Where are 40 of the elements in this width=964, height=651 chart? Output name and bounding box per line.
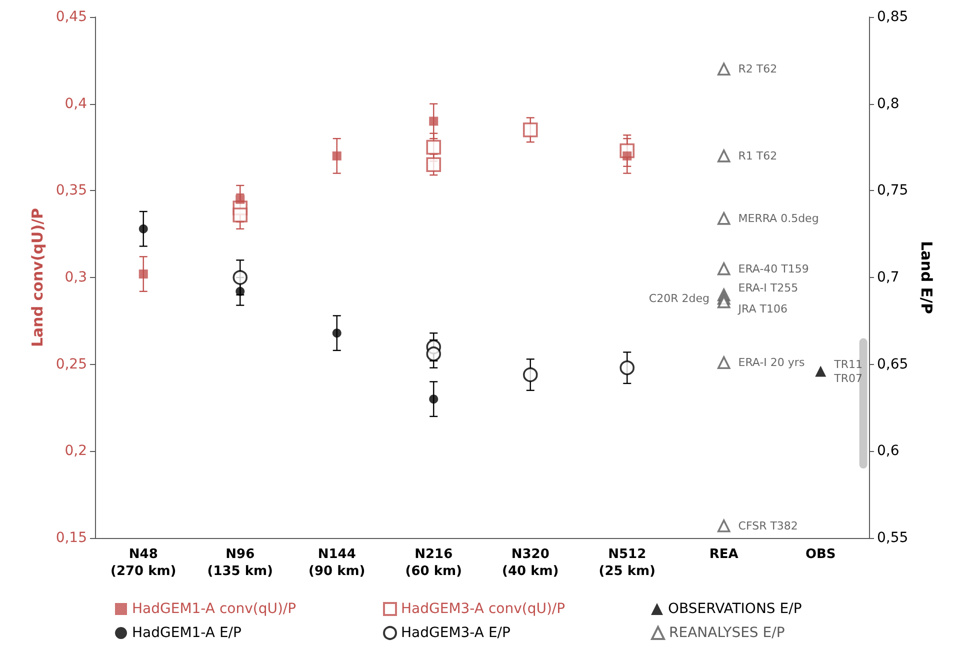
x-tick-label: REA [709, 547, 738, 562]
x-tick-label: N144 (90 km) [308, 547, 366, 579]
x-tick-label: N512 (25 km) [598, 547, 656, 579]
data-label: ERA-40 T159 [738, 262, 809, 276]
y2-axis-title: Land E/P [918, 240, 936, 314]
y-tick-label: 0,15 [56, 530, 87, 546]
legend-label: HadGEM3-A E/P [401, 625, 510, 641]
data-label: JRA T106 [737, 302, 788, 316]
legend-label: REANALYSES E/P [669, 625, 785, 641]
data-label: MERRA 0.5deg [738, 212, 819, 225]
y2-tick-label: 0,8 [877, 96, 900, 112]
y-tick-label: 0,2 [64, 443, 87, 460]
y-tick-label: 0,35 [56, 182, 87, 199]
data-label: C20R 2deg [648, 292, 710, 305]
data-label: R1 T62 [738, 149, 778, 162]
x-tick-label: OBS [805, 547, 836, 562]
y2-tick-label: 0,85 [877, 9, 908, 25]
x-tick-label: N96 (135 km) [207, 547, 273, 579]
data-label: R2 T62 [738, 62, 778, 76]
y2-tick-label: 0,65 [877, 356, 908, 372]
data-label: CFSR T382 [738, 519, 798, 532]
legend-label: OBSERVATIONS E/P [668, 601, 802, 617]
y2-tick-label: 0,7 [877, 270, 900, 286]
y-tick-label: 0,25 [56, 356, 87, 372]
y-tick-label: 0,3 [64, 270, 87, 286]
data-label: ERA-I T255 [738, 281, 798, 294]
x-tick-label: N216 (60 km) [405, 547, 462, 579]
y2-tick-label: 0,75 [877, 182, 908, 199]
y-tick-label: 0,4 [64, 96, 88, 112]
legend-label: HadGEM1-A E/P [132, 625, 242, 641]
y-axis-title: Land conv(qU)/P [28, 208, 46, 348]
y-tick-label: 0,45 [56, 9, 87, 25]
legend-label: HadGEM1-A conv(qU)/P [132, 601, 296, 617]
y2-tick-label: 0,6 [877, 443, 900, 460]
legend-label: HadGEM3-A conv(qU)/P [401, 601, 566, 617]
data-label: ERA-I 20 yrs [738, 356, 805, 370]
x-tick-label: N320 (40 km) [502, 547, 559, 579]
x-tick-label: N48 (270 km) [110, 547, 176, 579]
data-label: TR11 TR07 [833, 358, 862, 385]
y2-tick-label: 0,55 [877, 530, 908, 546]
